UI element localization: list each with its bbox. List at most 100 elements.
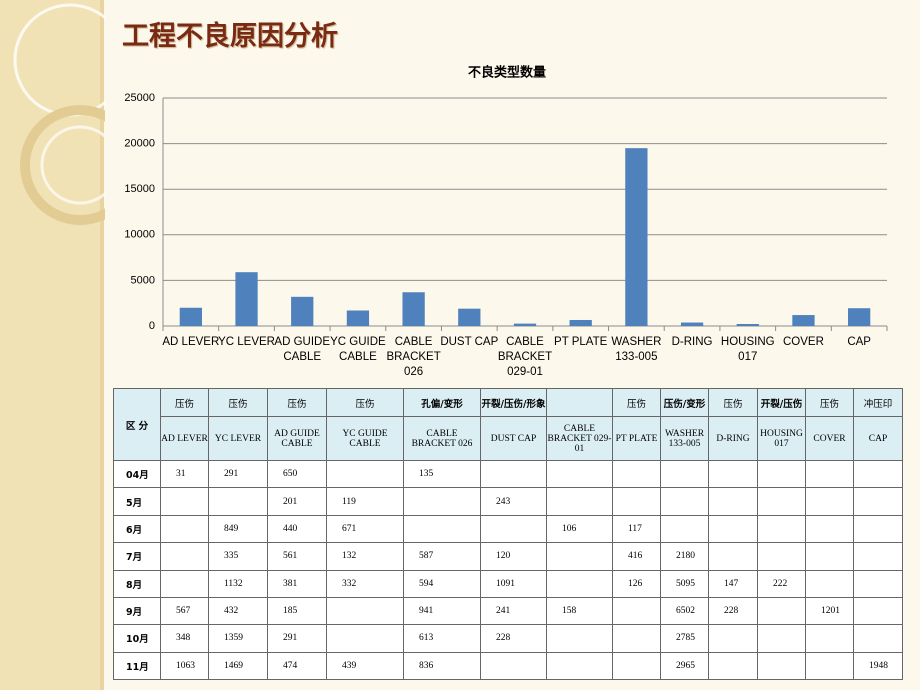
value-cell xyxy=(805,487,854,516)
value-cell: 126 xyxy=(612,569,661,598)
value-cell xyxy=(160,514,209,544)
part-cell: CABLE BRACKET 026 xyxy=(403,416,481,461)
value-cell: 432 xyxy=(208,596,268,626)
data-row: 9月 567 432 185 941 241 158 6502 228 1201 xyxy=(113,596,903,626)
value-cell: 120 xyxy=(480,542,547,571)
value-cell xyxy=(546,624,613,653)
value-cell xyxy=(546,459,613,489)
value-cell: 119 xyxy=(326,487,404,516)
value-cell xyxy=(805,569,854,598)
value-cell: 941 xyxy=(403,596,481,626)
part-cell: AD GUIDE CABLE xyxy=(267,416,327,461)
part-cell: HOUSING 017 xyxy=(757,416,806,461)
x-tick-label: CABLE BRACKET 029-01 xyxy=(497,336,553,378)
bar xyxy=(625,148,648,326)
y-tick-label: 10000 xyxy=(124,229,155,241)
slide-title: 工程不良原因分析 xyxy=(122,21,338,52)
header-row: 区 分压伤 压伤 压伤 压伤 孔偏/变形 开裂/压伤/形象 压伤 压伤/变形 压伤 开裂/压伤 压伤… xyxy=(113,388,903,461)
data-row: 5月 201 119 243 xyxy=(113,487,903,516)
x-tick-label: HOUSING 017 xyxy=(720,336,775,363)
month-cell: 6月 xyxy=(113,514,161,544)
defect-cell: 压伤 xyxy=(708,388,758,417)
y-tick-label: 25000 xyxy=(124,92,155,104)
value-cell: 147 xyxy=(708,569,758,598)
value-cell xyxy=(708,651,758,681)
value-cell: 332 xyxy=(326,569,404,598)
bar xyxy=(736,323,759,326)
value-cell: 381 xyxy=(267,569,327,598)
value-cell xyxy=(403,514,481,544)
bar xyxy=(235,272,258,326)
defect-cell: 压伤/变形 xyxy=(660,388,709,417)
chart: 不良类型数量 0 5000 10000 15000 20000 25000 xyxy=(124,65,888,332)
value-cell: 5095 xyxy=(660,569,709,598)
value-cell: 439 xyxy=(326,651,404,681)
value-cell: 6502 xyxy=(660,596,709,626)
defect-cell: 压伤 xyxy=(326,388,404,417)
value-cell xyxy=(853,624,903,653)
value-cell xyxy=(708,514,758,544)
header-row: AD LEVER YC LEVER AD GUIDE CABLE YC GUIDE C… xyxy=(114,416,903,461)
value-cell: 135 xyxy=(403,459,481,489)
data-row: 8月 1132 381 332 594 1091 126 5095 147 222 xyxy=(113,569,903,598)
value-cell: 201 xyxy=(267,487,327,516)
part-cell: D-RING xyxy=(708,416,758,461)
bar xyxy=(458,308,481,326)
value-cell: 158 xyxy=(546,596,613,626)
value-cell xyxy=(805,651,854,681)
data-row: 04月 31 291 650 135 xyxy=(113,459,903,489)
value-cell xyxy=(612,487,661,516)
value-cell: 594 xyxy=(403,569,481,598)
value-cell xyxy=(757,459,806,489)
value-cell: 561 xyxy=(267,542,327,571)
value-cell: 474 xyxy=(267,651,327,681)
bar xyxy=(680,322,704,326)
x-tick-label: COVER xyxy=(783,336,824,348)
value-cell xyxy=(853,487,903,516)
defect-cell xyxy=(546,388,613,417)
value-cell: 291 xyxy=(208,459,268,489)
value-cell: 849 xyxy=(208,514,268,544)
month-cell: 8月 xyxy=(113,569,161,598)
value-cell: 567 xyxy=(160,596,209,626)
value-cell xyxy=(660,514,709,544)
x-tick-label: DUST CAP xyxy=(440,336,499,348)
month-cell: 5月 xyxy=(113,487,161,516)
data-row: 11月 1063 1469 474 439 836 2965 1948 xyxy=(113,651,903,681)
value-cell: 117 xyxy=(612,514,661,544)
value-cell xyxy=(208,487,268,516)
data-table: 区 分压伤 压伤 压伤 压伤 孔偏/变形 开裂/压伤/形象 压伤 压伤/变形 压伤 开裂/压伤 压伤… xyxy=(113,388,903,681)
value-cell xyxy=(805,459,854,489)
part-cell: CAP xyxy=(853,416,903,461)
value-cell xyxy=(805,542,854,571)
value-cell xyxy=(805,624,854,653)
value-cell xyxy=(708,624,758,653)
value-cell: 650 xyxy=(267,459,327,489)
x-tick-label: D-RING xyxy=(671,336,713,348)
x-tick-label: PT PLATE xyxy=(554,336,608,348)
value-cell: 2180 xyxy=(660,542,709,571)
value-cell: 587 xyxy=(403,542,481,571)
value-cell: 1359 xyxy=(208,624,268,653)
value-cell xyxy=(160,542,209,571)
value-cell xyxy=(326,596,404,626)
value-cell: 1201 xyxy=(805,596,854,626)
defect-cell: 压伤 xyxy=(208,388,268,417)
value-cell: 335 xyxy=(208,542,268,571)
value-cell xyxy=(757,542,806,571)
value-cell xyxy=(805,514,854,544)
value-cell xyxy=(612,624,661,653)
value-cell xyxy=(757,624,806,653)
value-cell xyxy=(853,514,903,544)
value-cell: 228 xyxy=(708,596,758,626)
value-cell xyxy=(546,542,613,571)
y-tick-label: 5000 xyxy=(131,274,155,286)
defect-cell: 压伤 xyxy=(160,388,209,417)
value-cell xyxy=(660,487,709,516)
x-tick-label: CAP xyxy=(847,336,871,348)
value-cell xyxy=(757,487,806,516)
value-cell xyxy=(480,651,547,681)
value-cell xyxy=(660,459,709,489)
x-tick-label: WASHER 133-005 xyxy=(611,336,662,363)
